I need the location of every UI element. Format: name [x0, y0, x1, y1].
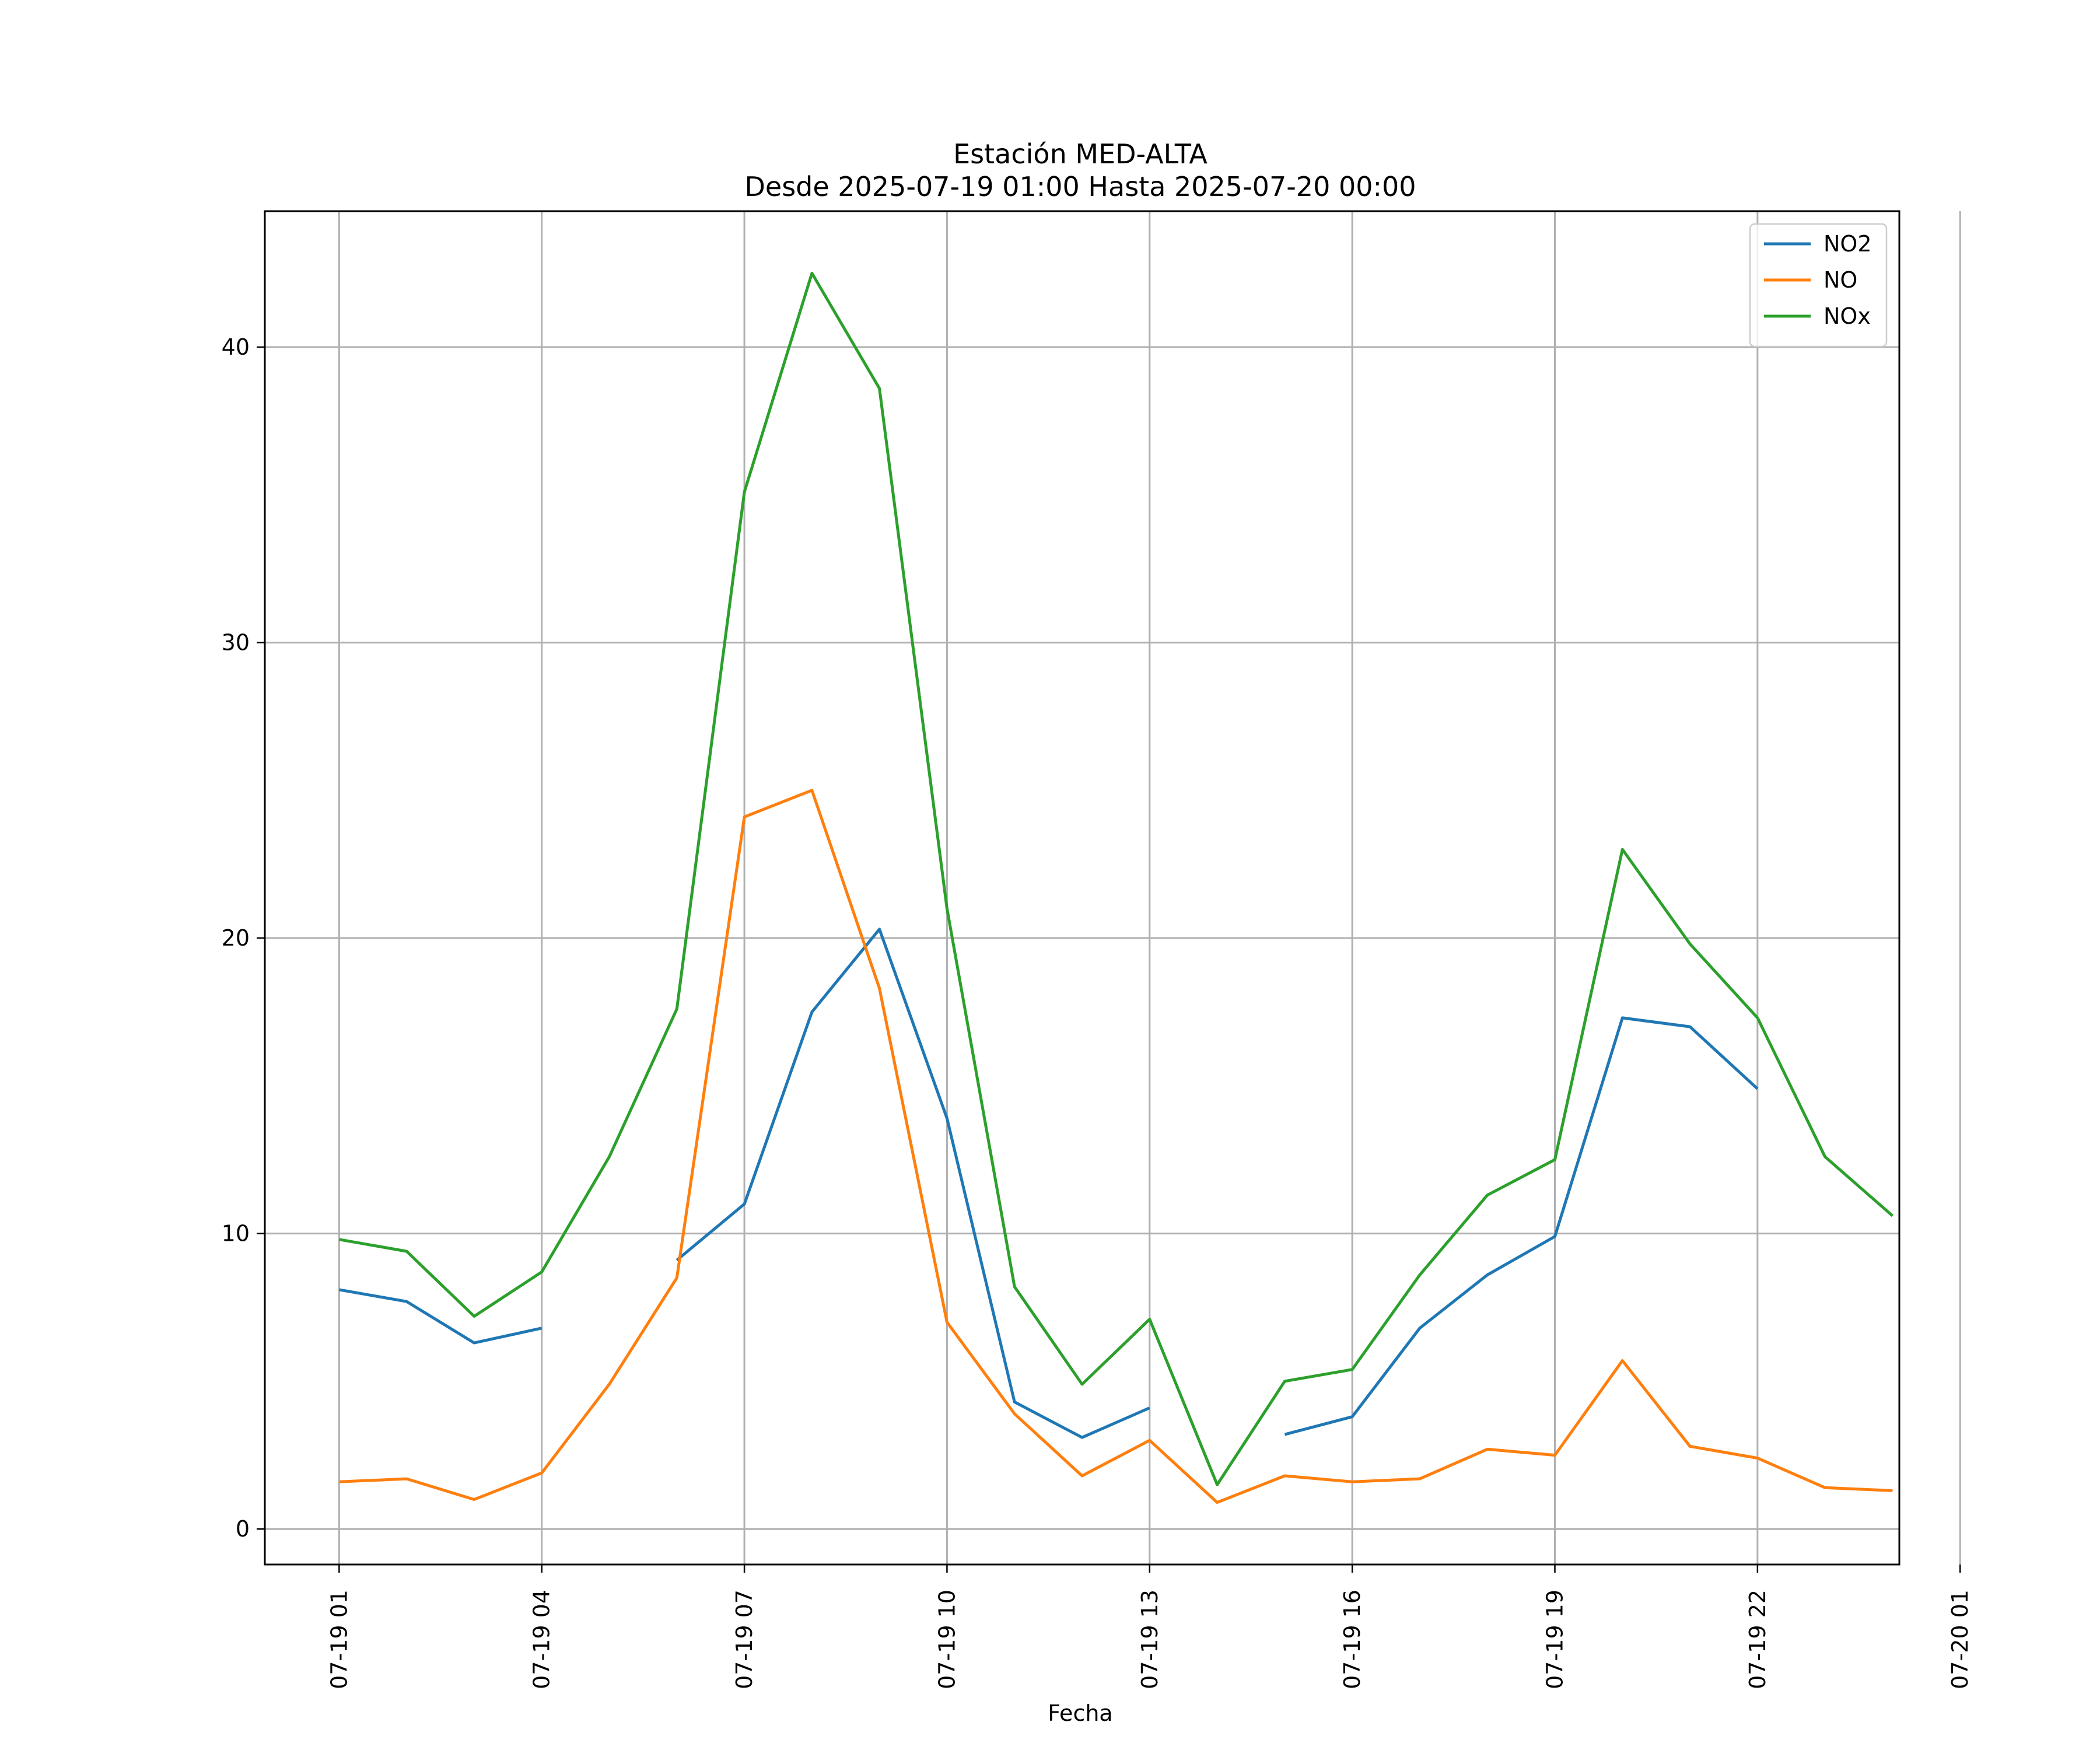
x-tick-label: 07-19 13: [1137, 1590, 1163, 1689]
ticks: 07-19 01 07-19 04 07-19 07 07-19 10 07-19 13…: [222, 334, 1973, 1689]
series-layer: [338, 271, 1894, 1504]
x-tick-label: 07-19 22: [1745, 1590, 1770, 1689]
x-tick-label: 07-20 01: [1947, 1590, 1973, 1689]
legend: NO2 NO NOx: [1749, 223, 1888, 348]
plot-frame: [264, 210, 1901, 1566]
legend-label-no2: NO2: [1824, 231, 1872, 257]
y-tick-label: 40: [222, 334, 250, 360]
x-tick-label: 07-19 07: [732, 1590, 757, 1689]
series-line-no2: [338, 1288, 542, 1345]
x-tick-label: 07-19 04: [529, 1590, 555, 1689]
series-line-no2: [1284, 1016, 1759, 1436]
x-tick-label: 07-19 10: [934, 1590, 960, 1689]
series-line-nox: [338, 271, 1894, 1486]
x-tick-label: 07-19 16: [1339, 1590, 1365, 1689]
chart-title: Estación MED-ALTA: [953, 138, 1208, 170]
x-axis-label: Fecha: [1048, 1700, 1112, 1726]
series-line-no: [339, 789, 1893, 1504]
y-tick-label: 30: [222, 630, 250, 656]
y-tick-label: 10: [222, 1221, 250, 1247]
series-line-no2: [676, 928, 1150, 1439]
chart-subtitle: Desde 2025-07-19 01:00 Hasta 2025-07-20 …: [744, 171, 1416, 202]
legend-label-nox: NOx: [1824, 303, 1871, 329]
legend-label-no: NO: [1824, 267, 1857, 293]
y-tick-label: 20: [222, 925, 250, 951]
y-tick-label: 0: [236, 1516, 250, 1542]
grid: [265, 211, 1961, 1564]
x-tick-label: 07-19 01: [326, 1590, 352, 1689]
x-tick-label: 07-19 19: [1542, 1590, 1567, 1689]
